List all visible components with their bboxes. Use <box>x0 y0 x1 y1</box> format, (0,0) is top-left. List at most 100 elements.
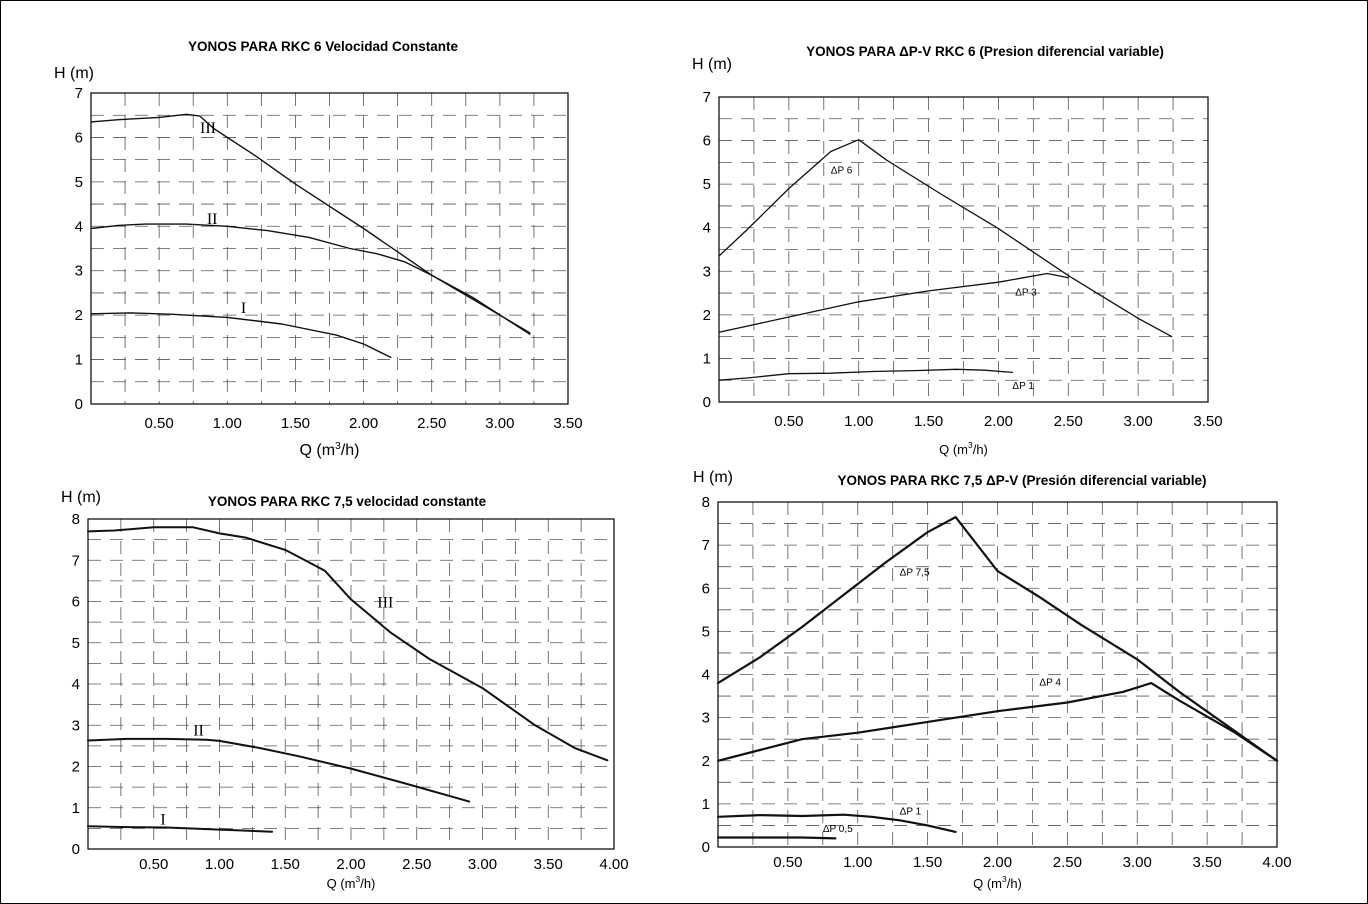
x-tick-label: 0.50 <box>145 415 174 432</box>
x-tick-label: 2.50 <box>417 415 446 432</box>
series-label-deltap-7-5: ΔP 7,5 <box>900 567 930 578</box>
chart-title: YONOS PARA RKC 7,5 velocidad constante <box>208 494 487 509</box>
series-line-deltap-6 <box>718 139 1173 338</box>
y-tick-label: 8 <box>702 494 710 511</box>
chart-title: YONOS PARA ΔP-V RKC 6 (Presion diferenci… <box>806 44 1164 59</box>
y-tick-label: 3 <box>72 717 80 734</box>
y-tick-label: 4 <box>72 676 80 693</box>
chart-panel-2: YONOS PARA ΔP-V RKC 6 (Presion diferenci… <box>692 44 1223 457</box>
chart-panel-3: YONOS PARA RKC 7,5 velocidad constante H … <box>61 489 629 891</box>
x-tick-label: 3.00 <box>1123 854 1152 871</box>
x-tick-label: 2.00 <box>983 854 1012 871</box>
y-tick-label: 1 <box>703 350 711 367</box>
x-tick-label: 2.50 <box>1054 413 1083 430</box>
y-tick-label: 4 <box>702 667 710 684</box>
series-line-deltap-0-5 <box>716 836 837 840</box>
x-tick-label: 1.50 <box>913 854 942 871</box>
x-axis-label: Q (m3/h) <box>973 874 1022 891</box>
y-tick-label: 0 <box>72 841 80 858</box>
series-label-ii: II <box>193 723 204 740</box>
y-tick-label: 4 <box>75 218 83 235</box>
y-tick-label: 5 <box>72 635 80 652</box>
y-tick-label: 6 <box>75 129 83 146</box>
x-tick-label: 0.50 <box>774 413 803 430</box>
y-tick-label: 5 <box>75 174 83 191</box>
y-tick-label: 8 <box>72 511 80 528</box>
y-axis-label: H (m) <box>692 56 732 73</box>
x-axis-label: Q (m3/h) <box>327 874 376 891</box>
y-tick-label: 2 <box>72 759 80 776</box>
x-tick-label: 3.00 <box>1124 413 1153 430</box>
series-line-ii <box>90 223 531 335</box>
y-tick-label: 7 <box>75 85 83 102</box>
y-tick-label: 2 <box>702 753 710 770</box>
series-label-deltap-1: ΔP 1 <box>1012 381 1034 392</box>
grid <box>719 97 1208 402</box>
y-tick-label: 7 <box>702 537 710 554</box>
x-axis-label: Q (m3/h) <box>939 440 988 457</box>
y-tick-label: 0 <box>702 839 710 856</box>
x-tick-label: 0.50 <box>139 856 168 873</box>
y-tick-label: 0 <box>75 396 83 413</box>
x-tick-label: 1.50 <box>281 415 310 432</box>
x-tick-label: 3.00 <box>485 415 514 432</box>
x-tick-label: 2.00 <box>349 415 378 432</box>
x-tick-label: 1.00 <box>844 413 873 430</box>
x-tick-label: 4.00 <box>1262 854 1291 871</box>
x-tick-label: 2.50 <box>402 856 431 873</box>
y-tick-label: 1 <box>75 352 83 369</box>
x-tick-label: 2.50 <box>1053 854 1082 871</box>
series-line-ii <box>87 737 471 803</box>
chart-title: YONOS PARA RKC 6 Velocidad Constante <box>188 39 459 54</box>
series-label-ii: II <box>207 211 218 228</box>
series-label-deltap-1: ΔP 1 <box>900 807 922 818</box>
x-tick-label: 4.00 <box>599 856 628 873</box>
series-label-deltap-6: ΔP 6 <box>831 165 853 176</box>
series-line-deltap-1 <box>718 368 1014 381</box>
y-tick-label: 4 <box>703 220 711 237</box>
y-tick-label: 6 <box>703 133 711 150</box>
series-label-deltap-0-5: ΔP 0,5 <box>823 824 853 835</box>
y-tick-label: 5 <box>702 623 710 640</box>
y-tick-label: 0 <box>703 394 711 411</box>
x-tick-label: 3.50 <box>534 856 563 873</box>
y-tick-label: 1 <box>702 796 710 813</box>
series-label-i: I <box>160 811 165 828</box>
y-axis-label: H (m) <box>54 65 94 82</box>
series-line-deltap-1 <box>716 813 957 833</box>
x-tick-label: 3.50 <box>1193 413 1222 430</box>
x-tick-label: 2.00 <box>336 856 365 873</box>
series-label-iii: III <box>377 595 393 612</box>
plot-frame <box>87 518 615 850</box>
grid <box>718 502 1277 847</box>
series-line-deltap-7-5 <box>716 516 1279 762</box>
series-label-i: I <box>241 300 246 317</box>
plot-frame <box>718 96 1209 403</box>
y-tick-label: 3 <box>702 710 710 727</box>
chart-panel-1: YONOS PARA RKC 6 Velocidad Constante H (m… <box>54 39 583 459</box>
y-tick-label: 7 <box>72 552 80 569</box>
y-axis-label: H (m) <box>61 489 101 506</box>
x-tick-label: 2.00 <box>984 413 1013 430</box>
series-label-deltap-3: ΔP 3 <box>1015 287 1037 298</box>
series-label-deltap-4: ΔP 4 <box>1039 677 1061 688</box>
y-tick-label: 2 <box>75 307 83 324</box>
x-tick-label: 0.50 <box>773 854 802 871</box>
y-tick-label: 1 <box>72 800 80 817</box>
plot-frame <box>717 501 1278 848</box>
series-line-i <box>87 825 274 833</box>
y-tick-label: 6 <box>702 580 710 597</box>
series-line-deltap-3 <box>718 272 1069 333</box>
y-tick-label: 6 <box>72 594 80 611</box>
chart-panel-4: YONOS PARA RKC 7,5 ΔP-V (Presión diferen… <box>693 469 1292 891</box>
y-tick-label: 5 <box>703 176 711 193</box>
series-line-i <box>90 312 392 359</box>
x-tick-label: 1.00 <box>205 856 234 873</box>
x-tick-label: 1.50 <box>271 856 300 873</box>
y-tick-label: 3 <box>75 263 83 280</box>
y-tick-label: 7 <box>703 89 711 106</box>
x-tick-label: 3.00 <box>468 856 497 873</box>
plot-frame <box>90 92 569 405</box>
